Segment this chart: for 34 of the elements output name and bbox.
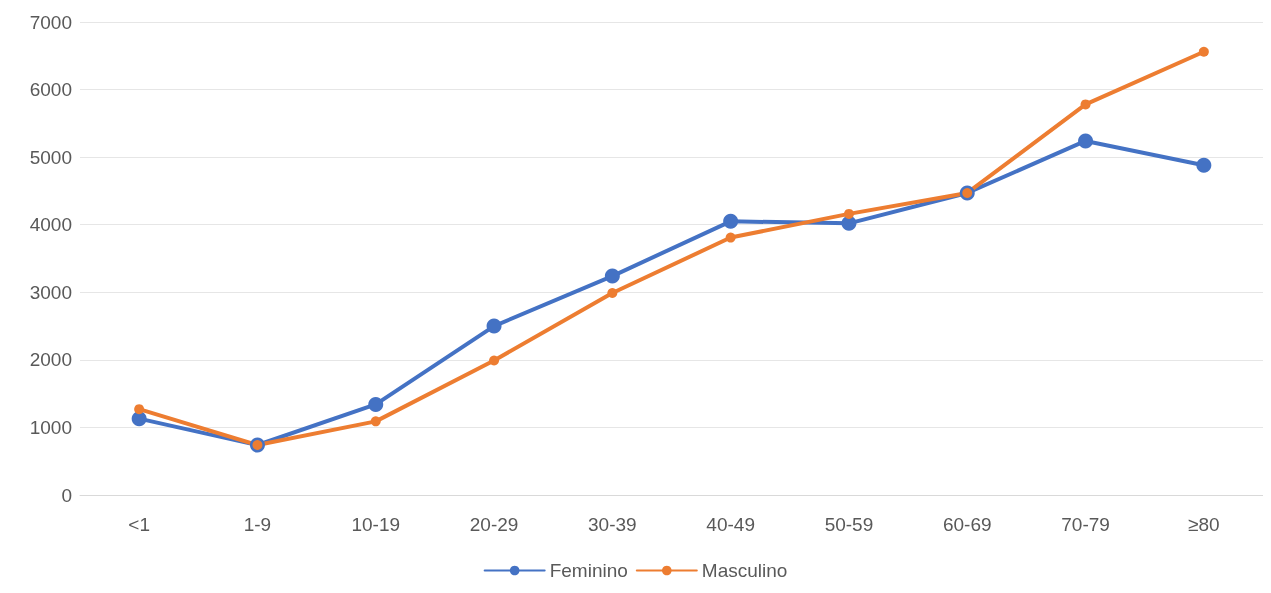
point xyxy=(723,213,739,229)
y-tick-label: 1000 xyxy=(29,416,72,438)
x-tick-label: 60-69 xyxy=(942,514,992,535)
point xyxy=(607,287,618,298)
point xyxy=(1196,157,1212,173)
legend-label: Masculino xyxy=(701,560,788,581)
legend-label: Feminino xyxy=(549,560,628,581)
point xyxy=(486,318,502,334)
y-tick-label: 7000 xyxy=(29,11,72,33)
x-tick-label: <1 xyxy=(128,514,150,535)
x-tick-label: 1-9 xyxy=(243,514,272,535)
x-tick-label: 70-79 xyxy=(1061,514,1110,535)
x-tick-label: 40-49 xyxy=(706,514,755,535)
point xyxy=(370,416,381,427)
y-tick-label: 4000 xyxy=(29,214,72,236)
y-tick-label: 0 xyxy=(61,484,72,506)
x-tick-label: 20-29 xyxy=(469,514,519,535)
x-tick-label: 30-39 xyxy=(588,514,637,535)
y-tick-label: 3000 xyxy=(29,281,72,303)
point xyxy=(843,208,854,219)
point xyxy=(1078,133,1094,149)
x-tick-label: 10-19 xyxy=(351,514,401,535)
point xyxy=(134,404,145,415)
x-tick-label: 50-59 xyxy=(824,514,874,535)
point xyxy=(1080,99,1091,110)
point xyxy=(604,268,620,284)
y-tick-label: 5000 xyxy=(29,146,72,168)
point xyxy=(1198,46,1209,57)
point xyxy=(489,355,500,366)
y-tick-label: 2000 xyxy=(29,349,72,371)
x-tick-label: ≥80 xyxy=(1188,514,1220,535)
point xyxy=(368,396,384,412)
point xyxy=(725,232,736,243)
y-tick-label: 6000 xyxy=(29,79,72,101)
